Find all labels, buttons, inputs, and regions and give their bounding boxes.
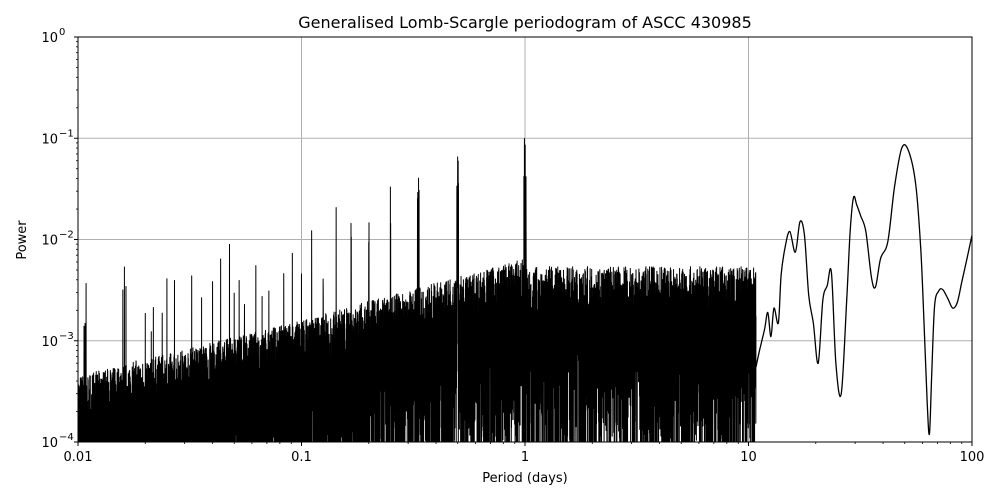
- y-axis-label: Power: [15, 220, 30, 260]
- y-tick-exponent: −1: [59, 128, 74, 139]
- noisy-power-trace: [78, 138, 757, 442]
- periodogram-line: [78, 138, 972, 442]
- y-tick-label: 10: [41, 335, 58, 350]
- y-tick-label: 10: [41, 31, 58, 46]
- y-tick-label: 10: [41, 234, 58, 249]
- chart-title: Generalised Lomb-Scargle periodogram of …: [298, 13, 752, 32]
- x-tick-label: 1: [521, 450, 529, 465]
- x-tick-label: 100: [960, 450, 985, 465]
- x-tick-label: 0.01: [64, 450, 93, 465]
- x-axis-label: Period (days): [482, 471, 568, 486]
- x-tick-label: 0.1: [291, 450, 312, 465]
- y-tick-label: 10: [41, 132, 58, 147]
- y-tick-exponent: −4: [59, 432, 74, 443]
- smooth-power-trace: [755, 144, 972, 436]
- y-tick-exponent: −2: [59, 230, 74, 241]
- y-tick-exponent: 0: [59, 27, 65, 38]
- y-tick-label: 10: [41, 436, 58, 451]
- y-tick-exponent: −3: [59, 331, 74, 342]
- x-tick-label: 10: [740, 450, 757, 465]
